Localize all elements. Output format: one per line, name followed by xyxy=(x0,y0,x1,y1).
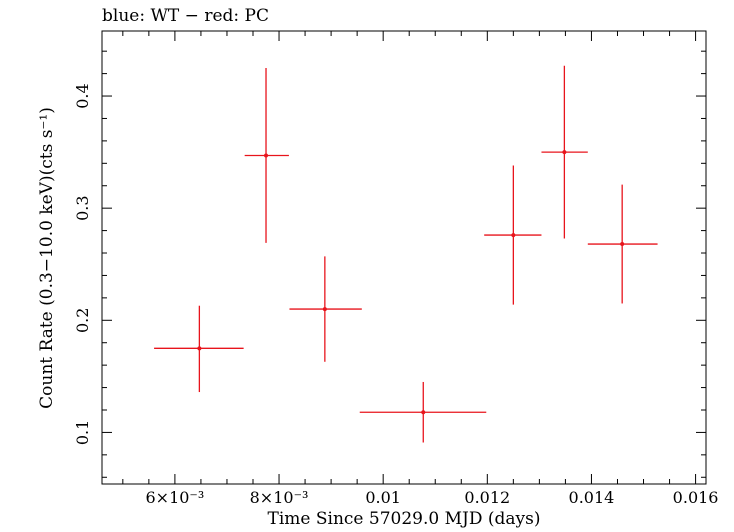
point-marker xyxy=(421,410,426,415)
y-axis-label: Count Rate (0.3−10.0 keV)(cts s⁻¹) xyxy=(37,107,57,409)
point-marker xyxy=(322,307,327,312)
x-tick-label: 6×10⁻³ xyxy=(145,488,204,507)
data-point xyxy=(359,381,487,443)
y-tick-label: 0.1 xyxy=(73,420,92,445)
point-marker xyxy=(197,346,202,351)
axis-ticks xyxy=(102,31,706,484)
x-axis-label: Time Since 57029.0 MJD (days) xyxy=(267,509,541,529)
data-point xyxy=(244,68,289,243)
y-tick-label: 0.3 xyxy=(73,195,92,220)
data-point xyxy=(289,256,362,362)
data-point xyxy=(541,65,588,239)
data-point xyxy=(484,165,542,305)
data-point xyxy=(587,184,658,304)
x-tick-label: 0.01 xyxy=(365,488,401,507)
point-marker xyxy=(511,233,516,238)
y-tick-label: 0.2 xyxy=(73,308,92,333)
axis-tick-labels: 6×10⁻³ 8×10⁻³ 0.01 0.012 0.014 0.016 0.1 0.2 0.3… xyxy=(73,83,718,507)
data-points xyxy=(154,65,658,443)
data-point xyxy=(154,305,244,393)
x-tick-label: 0.012 xyxy=(464,488,510,507)
x-tick-label: 8×10⁻³ xyxy=(250,488,309,507)
plot-frame xyxy=(101,30,707,485)
x-tick-label: 0.016 xyxy=(673,488,719,507)
chart-title: blue: WT − red: PC xyxy=(102,6,269,26)
point-marker xyxy=(620,242,625,247)
x-tick-label: 0.014 xyxy=(569,488,615,507)
y-tick-label: 0.4 xyxy=(73,83,92,108)
point-marker xyxy=(562,150,567,155)
point-marker xyxy=(264,153,269,158)
